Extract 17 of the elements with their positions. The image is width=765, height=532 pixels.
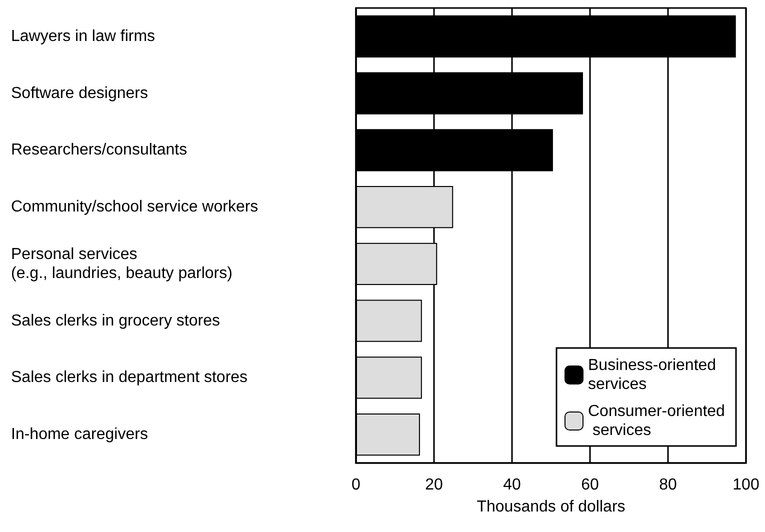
y-tick-label: Community/school service workers: [11, 198, 258, 216]
x-axis-title: Thousands of dollars: [476, 498, 626, 516]
x-tick-label: 40: [503, 476, 521, 494]
legend-label: Business-oriented services: [588, 357, 721, 393]
x-tick-label: 0: [352, 476, 361, 494]
x-tick-label: 60: [581, 476, 599, 494]
y-tick-label: In-home caregivers: [11, 426, 148, 444]
y-tick-label: Personal services (e.g., laundries, beauty parlors): [11, 246, 232, 282]
y-tick-label: Researchers/consultants: [11, 142, 188, 159]
x-tick-label: 20: [425, 476, 443, 494]
y-tick-label: Sales clerks in grocery stores: [11, 312, 220, 330]
y-tick-label: Sales clerks in department stores: [11, 369, 248, 386]
legend-label: Consumer-oriented services: [588, 403, 725, 439]
x-tick-label: 80: [659, 476, 677, 494]
y-tick-label: Lawyers in law firms: [11, 28, 156, 45]
x-tick-label: 100: [732, 476, 760, 494]
y-tick-label: Software designers: [11, 84, 148, 102]
